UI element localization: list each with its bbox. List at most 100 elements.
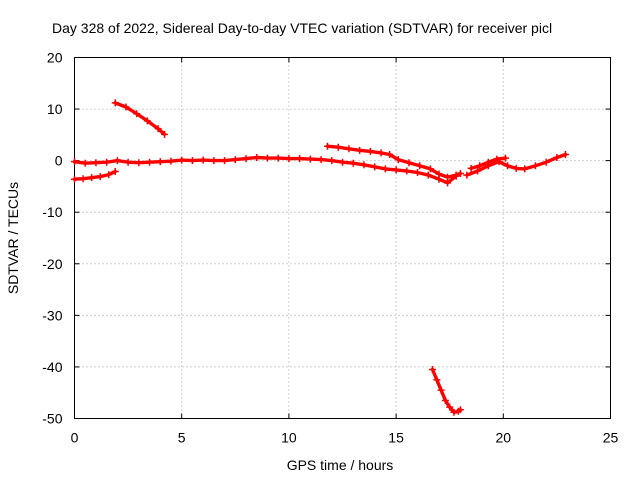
- data-point: [356, 146, 364, 154]
- data-point: [456, 406, 464, 414]
- y-tick-label: 0: [55, 153, 63, 169]
- data-point: [553, 154, 561, 162]
- data-point: [371, 163, 379, 171]
- data-point: [92, 159, 100, 167]
- data-point: [111, 99, 119, 107]
- y-tick-label: 20: [47, 50, 63, 66]
- data-point: [285, 155, 293, 163]
- data-point: [274, 154, 282, 162]
- data-point: [263, 154, 271, 162]
- data-point: [433, 376, 441, 384]
- data-point: [450, 408, 458, 416]
- x-tick-label: 10: [281, 430, 297, 446]
- data-point: [542, 158, 550, 166]
- x-axis-title: GPS time / hours: [287, 457, 394, 473]
- data-point: [133, 110, 141, 118]
- y-tick-label: 10: [47, 101, 63, 117]
- data-point: [437, 386, 445, 394]
- data-point: [188, 157, 196, 165]
- data-point: [306, 155, 314, 163]
- data-point: [531, 162, 539, 170]
- data-point: [386, 150, 394, 158]
- data-point: [323, 142, 331, 150]
- data-point: [111, 167, 119, 175]
- data-point: [221, 157, 229, 165]
- data-point: [476, 162, 484, 170]
- data-series: [71, 99, 569, 416]
- x-tick-label: 25: [603, 430, 619, 446]
- data-point: [71, 175, 78, 183]
- data-point: [426, 165, 434, 173]
- data-point: [210, 157, 218, 165]
- data-point: [231, 156, 239, 164]
- data-point: [242, 155, 250, 163]
- data-point: [154, 125, 162, 133]
- y-tick-label: -40: [42, 359, 62, 375]
- data-point: [394, 156, 402, 164]
- data-point: [113, 157, 121, 165]
- data-point: [103, 158, 111, 166]
- data-point: [105, 171, 113, 179]
- data-point: [467, 164, 475, 172]
- data-point: [501, 154, 509, 162]
- data-point: [504, 162, 512, 170]
- data-point: [446, 403, 454, 411]
- data-point: [161, 130, 169, 138]
- data-point: [521, 165, 529, 173]
- x-tick-label: 5: [178, 430, 186, 446]
- data-point: [429, 366, 437, 374]
- data-point: [512, 164, 520, 172]
- data-point: [143, 117, 151, 125]
- data-point: [122, 103, 130, 111]
- data-point: [435, 170, 443, 178]
- data-point: [441, 396, 449, 404]
- data-point: [156, 158, 164, 166]
- chart-title: Day 328 of 2022, Sidereal Day-to-day VTE…: [52, 20, 552, 36]
- data-point: [405, 159, 413, 167]
- data-point: [199, 156, 207, 164]
- data-point: [253, 154, 261, 162]
- data-point: [414, 169, 422, 177]
- axis-ticks: 0 5 10 15 20 25 -50 -40 -30 -20 -10 0 10 20: [42, 50, 618, 446]
- data-point: [88, 174, 96, 182]
- data-point: [377, 149, 385, 157]
- data-point: [135, 159, 143, 167]
- plot-frame: [74, 57, 611, 419]
- data-point: [360, 161, 368, 169]
- data-point: [79, 175, 87, 183]
- data-point: [484, 158, 492, 166]
- data-point: [296, 155, 304, 163]
- data-point: [167, 157, 175, 165]
- data-point: [81, 159, 89, 167]
- x-tick-label: 20: [496, 430, 512, 446]
- x-tick-label: 0: [71, 430, 79, 446]
- grid: [74, 57, 611, 419]
- data-point: [381, 165, 389, 173]
- data-point: [403, 167, 411, 175]
- data-point: [349, 159, 357, 167]
- data-point: [493, 155, 501, 163]
- data-point: [124, 158, 132, 166]
- x-tick-label: 15: [388, 430, 404, 446]
- data-point: [444, 173, 452, 181]
- data-point: [146, 158, 154, 166]
- data-point: [334, 143, 342, 151]
- data-point: [71, 158, 78, 166]
- data-point: [456, 170, 464, 178]
- series-arc-7: [430, 367, 463, 414]
- data-point: [345, 145, 353, 153]
- y-axis-title: SDTVAR / TECUs: [5, 182, 21, 294]
- data-point: [474, 167, 482, 175]
- y-tick-label: -20: [42, 256, 62, 272]
- data-point: [561, 150, 569, 158]
- data-point: [96, 173, 104, 181]
- y-tick-label: -10: [42, 204, 62, 220]
- data-point: [416, 162, 424, 170]
- data-point: [366, 147, 374, 155]
- y-tick-label: -50: [42, 411, 62, 427]
- data-point: [452, 171, 460, 179]
- data-point: [463, 171, 471, 179]
- data-point: [339, 158, 346, 166]
- data-point: [317, 156, 325, 164]
